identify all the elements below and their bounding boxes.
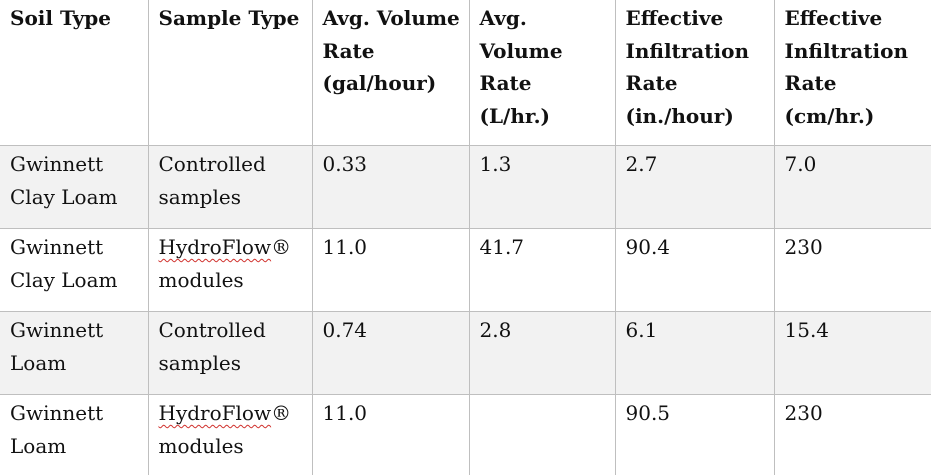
avg-volume-gal-cell: 0.33 xyxy=(312,146,469,229)
sample-type-text: Controlled samples xyxy=(159,318,266,375)
header-avg-volume-gal: Avg. Volume Rate (gal/hour) xyxy=(312,0,469,146)
table-row: Gwinnett Clay Loam Controlled samples 0.… xyxy=(0,146,931,229)
avg-volume-gal-cell: 11.0 xyxy=(312,229,469,312)
soil-type-cell: Gwinnett Loam xyxy=(0,395,148,475)
infiltration-cm-cell: 15.4 xyxy=(774,312,931,395)
infiltration-cm-cell: 230 xyxy=(774,395,931,475)
header-sample-type: Sample Type xyxy=(148,0,312,146)
avg-volume-gal-cell: 11.0 xyxy=(312,395,469,475)
sample-type-cell: Controlled samples xyxy=(148,312,312,395)
avg-volume-liters-cell: 1.3 xyxy=(469,146,615,229)
sample-type-brand: HydroFlow xyxy=(159,235,272,259)
header-infiltration-inches: Effective Infiltration Rate (in./hour) xyxy=(615,0,774,146)
sample-type-text: Controlled samples xyxy=(159,152,266,209)
sample-type-cell: Controlled samples xyxy=(148,146,312,229)
soil-type-cell: Gwinnett Clay Loam xyxy=(0,146,148,229)
infiltration-inches-cell: 2.7 xyxy=(615,146,774,229)
avg-volume-liters-cell: 2.8 xyxy=(469,312,615,395)
infiltration-cm-cell: 230 xyxy=(774,229,931,312)
header-row: Soil Type Sample Type Avg. Volume Rate (… xyxy=(0,0,931,146)
infiltration-cm-cell: 7.0 xyxy=(774,146,931,229)
avg-volume-gal-cell: 0.74 xyxy=(312,312,469,395)
header-soil-type: Soil Type xyxy=(0,0,148,146)
sample-type-cell: HydroFlow® modules xyxy=(148,229,312,312)
infiltration-inches-cell: 6.1 xyxy=(615,312,774,395)
header-infiltration-cm: Effective Infiltration Rate (cm/hr.) xyxy=(774,0,931,146)
sample-type-brand: HydroFlow xyxy=(159,401,272,425)
table-row: Gwinnett Clay Loam HydroFlow® modules 11… xyxy=(0,229,931,312)
sample-type-cell: HydroFlow® modules xyxy=(148,395,312,475)
header-avg-volume-liters: Avg. Volume Rate (L/hr.) xyxy=(469,0,615,146)
infiltration-inches-cell: 90.4 xyxy=(615,229,774,312)
avg-volume-liters-cell: 41.7 xyxy=(469,229,615,312)
soil-type-cell: Gwinnett Loam xyxy=(0,312,148,395)
infiltration-inches-cell: 90.5 xyxy=(615,395,774,475)
soil-type-cell: Gwinnett Clay Loam xyxy=(0,229,148,312)
table-row: Gwinnett Loam Controlled samples 0.74 2.… xyxy=(0,312,931,395)
table-row: Gwinnett Loam HydroFlow® modules 11.0 90… xyxy=(0,395,931,475)
avg-volume-liters-cell xyxy=(469,395,615,475)
